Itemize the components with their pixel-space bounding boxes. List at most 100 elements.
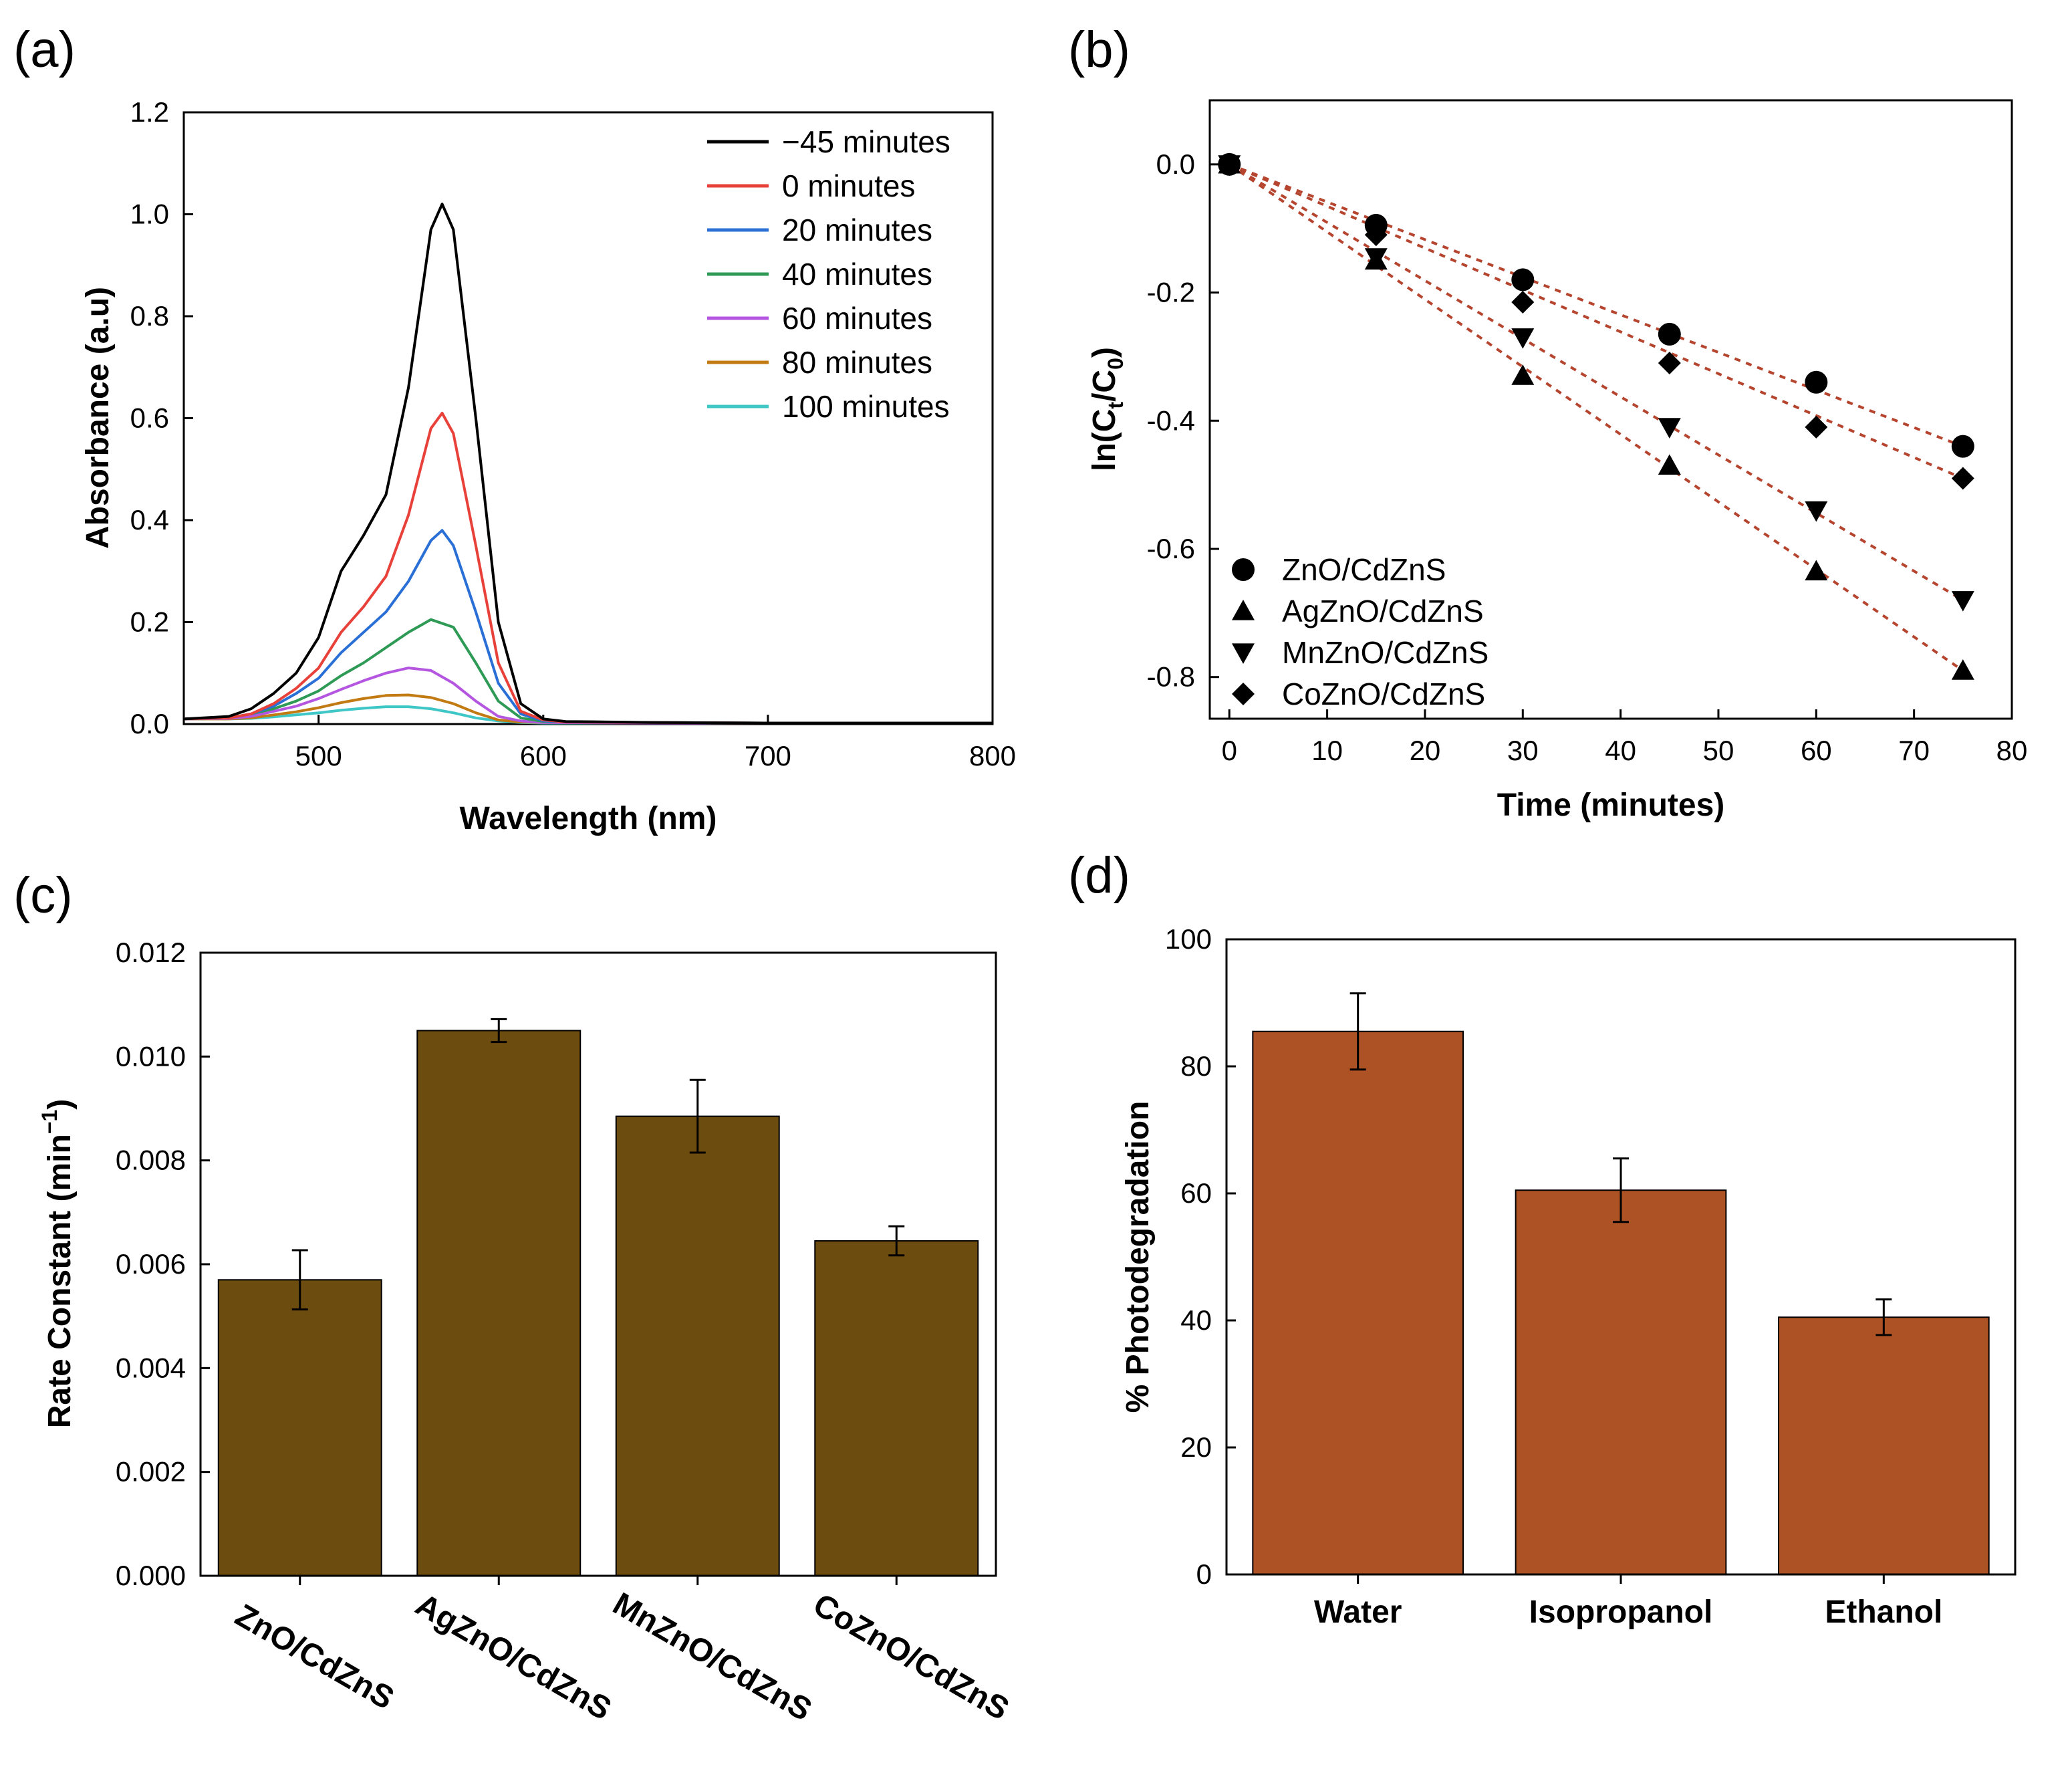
panel-b-x-ticks: 0 10 20 30 40 50 60 70 80: [1222, 709, 2028, 766]
panel-c-y-axis-title-part2: ): [42, 1099, 78, 1110]
panel-a-legend-label: 60 minutes: [782, 301, 932, 336]
panel-d-y-tick-label: 40: [1180, 1304, 1212, 1336]
panel-b-y-tick-label: -0.8: [1147, 661, 1195, 693]
panel-c-y-tick-label: 0.008: [116, 1145, 186, 1176]
panel-a-y-tick-label: 0.0: [130, 708, 169, 739]
panel-a-plot: 0.0 0.2 0.4 0.6 0.8 1.0 1.2 500 600 700 800 −45 m…: [130, 96, 1016, 772]
panel-b-fit-line: [1228, 163, 1964, 480]
panel-a-x-axis-title: Wavelength (nm): [460, 801, 717, 836]
panel-a-y-tick-label: 1.2: [130, 96, 169, 128]
panel-d-plot: 0 20 40 60 80 100 Water Isopropanol Ethanol: [1165, 923, 2017, 1630]
panel-b-y-axis-title-part2: /C: [1087, 370, 1122, 402]
panel-a-legend-label: 20 minutes: [782, 213, 932, 247]
panel-b-data-point: [1658, 352, 1681, 375]
panel-b-legend-marker: [1232, 643, 1255, 664]
panel-c-y-tick-label: 0.004: [116, 1352, 186, 1383]
panel-a-y-ticks: 0.0 0.2 0.4 0.6 0.8 1.0 1.2: [130, 96, 193, 739]
panel-c-y-axis-title-superscript: −1: [37, 1110, 61, 1134]
panel-b-data-point: [1658, 454, 1681, 475]
panel-d-bar: [1778, 1316, 1990, 1575]
panel-b-data-point: [1805, 370, 1828, 394]
panel-b-data-point: [1511, 328, 1535, 349]
panel-b-legend-label: ZnO/CdZnS: [1282, 552, 1446, 587]
panel-a: (a) 0.0 0.2 0.4 0.6 0.8 1.0 1.2 500 600 700 800 −…: [13, 21, 1016, 836]
panel-c-bar: [217, 1279, 382, 1577]
panel-b-legend-marker: [1232, 558, 1255, 581]
panel-d-category-label: Water: [1314, 1595, 1402, 1630]
panel-d-x-ticks: Water Isopropanol Ethanol: [1314, 1574, 1942, 1630]
panel-b-data-point: [1805, 415, 1828, 439]
panel-b-legend-label: MnZnO/CdZnS: [1282, 635, 1488, 670]
panel-c-y-axis-title-part1: Rate Constant (min: [42, 1134, 78, 1428]
panel-d-y-tick-label: 60: [1180, 1177, 1212, 1209]
panel-a-y-tick-label: 0.2: [130, 606, 169, 638]
panel-a-legend-label: −45 minutes: [782, 124, 950, 159]
panel-d-bar: [1515, 1189, 1727, 1575]
panel-b-frame: [1208, 99, 2013, 720]
panel-b-y-axis-title-part3: ): [1087, 347, 1122, 358]
panel-b-legend-label: CoZnO/CdZnS: [1282, 677, 1485, 711]
panel-b-fit-lines: [1228, 162, 1964, 672]
panel-b-data-point: [1951, 435, 1974, 458]
panel-a-series-line: [183, 203, 993, 725]
panel-b-data-point: [1805, 560, 1828, 581]
panel-a-x-tick-label: 800: [969, 740, 1016, 772]
panel-c-x-ticks: ZnO/CdZnS AgZnO/CdZnSMnZnO/CdZnSCoZnO/CdZ…: [229, 1576, 1015, 1728]
panel-b-data-point: [1511, 290, 1535, 314]
panel-b-fit-line: [1228, 163, 1964, 602]
panel-b-data-point: [1364, 223, 1388, 247]
panel-b-data-point: [1511, 364, 1535, 385]
panel-b-label: (b): [1068, 21, 1130, 78]
panel-b-data-point: [1951, 467, 1974, 490]
panel-b-x-tick-label: 80: [1996, 735, 2028, 766]
panel-c-label: (c): [13, 867, 73, 924]
panel-c-category-label: AgZnO/CdZnS: [410, 1587, 618, 1728]
panel-b-x-tick-label: 50: [1703, 735, 1734, 766]
panel-d-label: (d): [1068, 847, 1130, 904]
panel-b-data-point: [1364, 248, 1388, 269]
panel-c-category-label: MnZnO/CdZnS: [607, 1586, 817, 1728]
panel-d-y-tick-label: 80: [1180, 1050, 1212, 1082]
panel-b-x-tick-label: 10: [1311, 735, 1343, 766]
panel-b-data-point: [1951, 591, 1974, 612]
panel-b-data-point: [1805, 501, 1828, 522]
panel-a-x-tick-label: 600: [520, 740, 567, 772]
panel-c-category-label: CoZnO/CdZnS: [807, 1587, 1015, 1728]
panel-c-bars: [217, 1018, 979, 1577]
panel-a-y-tick-label: 0.6: [130, 402, 169, 434]
panel-c-bar: [615, 1115, 780, 1576]
panel-d-bars: [1252, 992, 1990, 1575]
panel-a-series-line: [184, 693, 993, 725]
panel-a-series-line: [183, 618, 993, 725]
panel-b-x-tick-label: 70: [1898, 735, 1930, 766]
panel-a-legend-label: 80 minutes: [782, 345, 932, 380]
panel-a-legend: −45 minutes 0 minutes 20 minutes 40 minutes…: [707, 124, 950, 424]
panel-a-legend-label: 40 minutes: [782, 257, 932, 291]
panel-c-y-tick-label: 0.006: [116, 1248, 186, 1280]
panel-a-legend-label: 0 minutes: [782, 168, 915, 203]
panel-a-x-tick-label: 700: [745, 740, 791, 772]
panel-d: (d) 0 20 40 60 80 100 Water Isopropanol Ethanol…: [1068, 847, 2017, 1630]
panel-d-y-tick-label: 20: [1180, 1431, 1212, 1463]
panel-a-label: (a): [13, 21, 76, 78]
panel-b-y-tick-label: -0.2: [1147, 277, 1195, 308]
panel-d-y-axis-title: % Photodegradation: [1120, 1101, 1156, 1413]
panel-b-legend: ZnO/CdZnS AgZnO/CdZnS MnZnO/CdZnS CoZnO/CdZ…: [1232, 552, 1488, 711]
panel-a-y-tick-label: 1.0: [130, 199, 169, 230]
panel-b-y-axis-title-sub-0: 0: [1104, 358, 1128, 370]
panel-b-legend-marker: [1232, 600, 1255, 620]
panel-b-fit-line: [1228, 163, 1964, 672]
panel-c-y-tick-label: 0.010: [116, 1040, 186, 1072]
panel-d-y-tick-label: 0: [1196, 1558, 1212, 1590]
panel-b: (b) 0.0 -0.2 -0.4 -0.6 -0.8 0 10 20 30 40 50 60 70 8…: [1068, 21, 2027, 823]
panel-b-x-axis-title: Time (minutes): [1497, 788, 1725, 823]
panel-d-category-label: Ethanol: [1825, 1595, 1942, 1630]
panel-b-data-point: [1951, 659, 1974, 680]
panel-b-data-point: [1511, 268, 1535, 291]
panel-b-plot: 0.0 -0.2 -0.4 -0.6 -0.8 0 10 20 30 40 50 60 70 80 Zn…: [1147, 99, 2028, 766]
panel-b-x-tick-label: 60: [1801, 735, 1832, 766]
panel-a-series-lines: [183, 203, 993, 725]
panel-c-y-tick-label: 0.012: [116, 937, 186, 968]
panel-b-y-tick-label: -0.6: [1147, 533, 1195, 564]
